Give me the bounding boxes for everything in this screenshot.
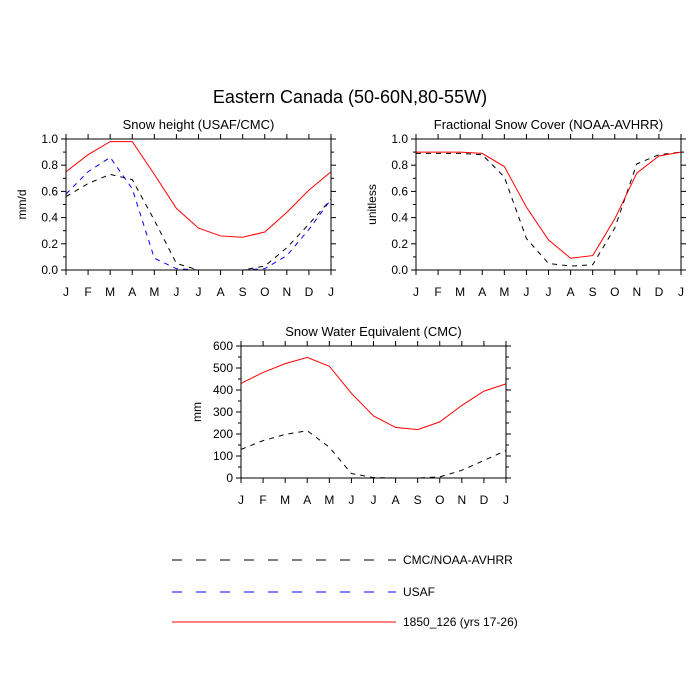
x-tick-label: S xyxy=(414,493,422,507)
y-tick-label: 1.0 xyxy=(391,132,408,146)
plot-frame xyxy=(415,138,682,271)
series-line-cmc-noaa-avhrr xyxy=(65,173,332,271)
x-tick-label: D xyxy=(655,285,664,299)
y-tick-label: 100 xyxy=(213,449,233,463)
x-tick-label: M xyxy=(149,285,159,299)
x-tick-label: F xyxy=(434,285,441,299)
x-tick-label: M xyxy=(499,285,509,299)
x-tick-label: M xyxy=(455,285,465,299)
legend-label: USAF xyxy=(403,585,435,599)
legend: CMC/NOAA-AVHRR USAF 1850_126 (yrs 17-26) xyxy=(172,553,518,629)
x-tick-label: F xyxy=(84,285,91,299)
x-tick-label: A xyxy=(392,493,400,507)
x-tick-label: J xyxy=(196,285,202,299)
panel-title: Snow Water Equivalent (CMC) xyxy=(285,324,462,339)
y-tick-label: 600 xyxy=(213,339,233,353)
x-tick-label: J xyxy=(413,285,419,299)
x-tick-label: A xyxy=(567,285,575,299)
x-tick-label: J xyxy=(173,285,179,299)
x-tick-label: N xyxy=(632,285,641,299)
chart-panel-3: Snow Water Equivalent (CMC) mm 0 100 200 300 4… xyxy=(190,324,511,507)
series-line-cmc-noaa-avhrr xyxy=(416,151,682,267)
x-tick-label: J xyxy=(371,493,377,507)
x-tick-label: D xyxy=(480,493,489,507)
x-tick-label: A xyxy=(128,285,136,299)
series-line-usaf xyxy=(65,156,332,271)
x-tick-label: N xyxy=(282,285,291,299)
x-tick-label: M xyxy=(105,285,115,299)
y-tick-label: 400 xyxy=(213,383,233,397)
legend-label: CMC/NOAA-AVHRR xyxy=(403,553,513,567)
x-tick-label: N xyxy=(457,493,466,507)
x-tick-label: J xyxy=(238,493,244,507)
series-line-cmc-noaa-avhrr xyxy=(240,430,507,479)
x-tick-label: F xyxy=(259,493,266,507)
y-tick-label: 200 xyxy=(213,427,233,441)
legend-item: 1850_126 (yrs 17-26) xyxy=(172,615,518,629)
y-tick-label: 0.8 xyxy=(41,158,58,172)
x-tick-label: J xyxy=(328,285,334,299)
x-tick-label: A xyxy=(217,285,225,299)
x-tick-label: J xyxy=(546,285,552,299)
x-tick-label: J xyxy=(348,493,354,507)
y-tick-label: 1.0 xyxy=(41,132,58,146)
y-tick-label: 0.4 xyxy=(41,211,58,225)
y-tick-label: 0.4 xyxy=(391,211,408,225)
y-tick-label: 0.0 xyxy=(391,263,408,277)
x-tick-label: D xyxy=(305,285,314,299)
y-tick-label: 300 xyxy=(213,405,233,419)
chart-panels: Snow height (USAF/CMC) mm/d 0.0 0.2 0.4 0.6 0.… xyxy=(15,117,686,507)
y-tick-label: 0.2 xyxy=(41,237,58,251)
panel-title: Fractional Snow Cover (NOAA-AVHRR) xyxy=(434,117,663,132)
y-axis-label: mm xyxy=(190,402,204,422)
y-axis-label: unitless xyxy=(365,184,379,225)
y-tick-label: 0.6 xyxy=(391,184,408,198)
series-line-1850-126-yrs-17-26- xyxy=(416,151,682,259)
x-tick-label: A xyxy=(303,493,311,507)
x-tick-label: S xyxy=(589,285,597,299)
panel-title: Snow height (USAF/CMC) xyxy=(123,117,275,132)
x-tick-label: O xyxy=(610,285,619,299)
y-tick-label: 0 xyxy=(226,471,233,485)
y-tick-label: 0.8 xyxy=(391,158,408,172)
series-line-1850-126-yrs-17-26- xyxy=(65,141,332,238)
legend-item: USAF xyxy=(172,585,435,599)
y-axis-label: mm/d xyxy=(15,190,29,220)
x-tick-label: J xyxy=(678,285,684,299)
x-tick-label: J xyxy=(523,285,529,299)
x-tick-label: J xyxy=(63,285,69,299)
x-tick-label: M xyxy=(280,493,290,507)
x-tick-label: S xyxy=(239,285,247,299)
y-tick-label: 500 xyxy=(213,361,233,375)
y-tick-label: 0.2 xyxy=(391,237,408,251)
legend-label: 1850_126 (yrs 17-26) xyxy=(403,615,518,629)
y-tick-label: 0.6 xyxy=(41,184,58,198)
chart-panel-1: Snow height (USAF/CMC) mm/d 0.0 0.2 0.4 0.6 0.… xyxy=(15,117,336,299)
x-tick-label: A xyxy=(478,285,486,299)
x-tick-label: J xyxy=(503,493,509,507)
chart-panel-2: Fractional Snow Cover (NOAA-AVHRR) unitle… xyxy=(365,117,686,299)
x-tick-label: O xyxy=(435,493,444,507)
series-line-1850-126-yrs-17-26- xyxy=(240,356,507,431)
x-tick-label: O xyxy=(260,285,269,299)
y-tick-label: 0.0 xyxy=(41,263,58,277)
legend-item: CMC/NOAA-AVHRR xyxy=(172,553,513,567)
figure-title: Eastern Canada (50-60N,80-55W) xyxy=(213,87,487,107)
x-tick-label: M xyxy=(324,493,334,507)
